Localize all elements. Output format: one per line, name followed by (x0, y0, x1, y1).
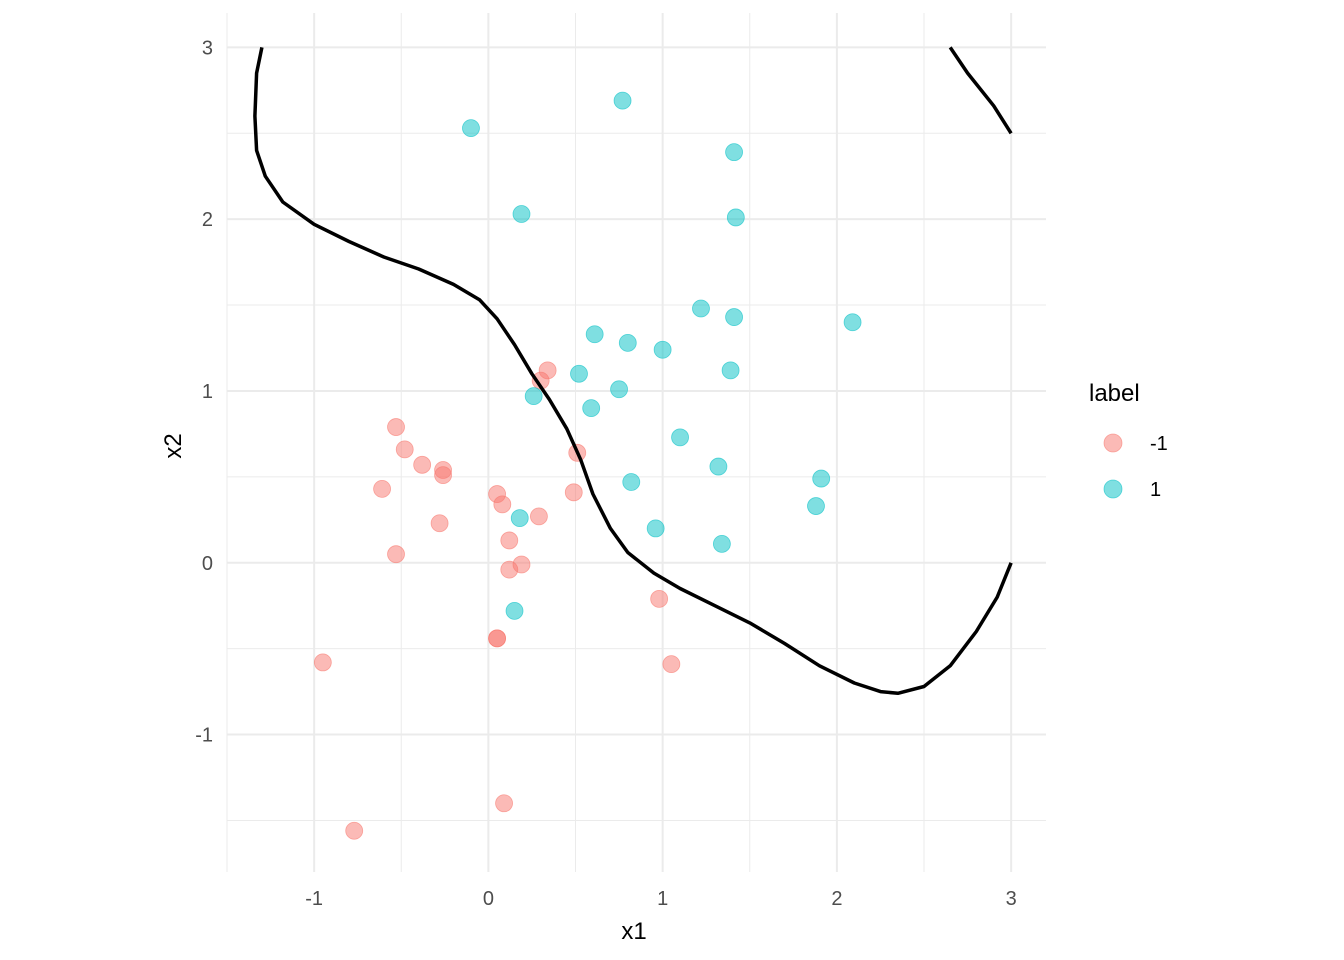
legend-label-pos1: 1 (1150, 479, 1161, 501)
data-point (313, 653, 332, 672)
data-point (434, 466, 452, 485)
data-point (387, 545, 405, 564)
data-point (462, 119, 480, 138)
x-tick-label: 0 (483, 888, 494, 910)
data-point (570, 364, 588, 383)
legend-label-neg1: -1 (1150, 433, 1168, 455)
grid-minor-lines (226, 13, 1046, 872)
data-point (709, 457, 728, 476)
data-point (505, 601, 524, 620)
decision-boundary (253, 46, 1013, 696)
data-point (812, 469, 831, 488)
data-point (807, 497, 825, 515)
y-axis-title: x2 (160, 433, 187, 458)
y-axis-tick-labels: -1 0 1 2 3 (195, 37, 213, 746)
legend: label -1 1 (1089, 380, 1168, 501)
y-tick-label: -1 (195, 725, 213, 747)
data-point (585, 325, 604, 344)
data-point (650, 589, 669, 608)
data-point (512, 205, 531, 223)
data-point (721, 361, 740, 380)
data-point (373, 479, 391, 498)
data-point (712, 534, 731, 553)
data-point (530, 507, 548, 526)
y-tick-label: 0 (202, 553, 213, 575)
data-point (430, 514, 449, 533)
data-point (564, 483, 583, 502)
data-point (500, 560, 519, 579)
data-point (692, 299, 710, 318)
data-point (493, 495, 512, 514)
data-point (387, 418, 405, 436)
grid-major-lines (227, 13, 1046, 872)
data-point (345, 821, 364, 840)
data-point (582, 399, 601, 418)
x-tick-label: 1 (657, 888, 668, 910)
data-point (613, 91, 632, 110)
y-tick-label: 2 (202, 209, 213, 231)
data-point (510, 509, 529, 527)
data-point (653, 340, 672, 359)
x-axis-title: x1 (621, 918, 646, 945)
data-point (413, 455, 432, 474)
data-point (671, 428, 689, 447)
data-points (313, 91, 862, 840)
data-point (488, 629, 506, 648)
decision-boundary-line (948, 46, 1013, 135)
x-axis-tick-labels: -1 0 1 2 3 (305, 888, 1016, 910)
data-point (524, 387, 543, 406)
data-point (618, 333, 637, 352)
data-point (495, 794, 513, 813)
legend-title: label (1089, 380, 1140, 407)
data-point (395, 440, 414, 459)
data-point (610, 380, 628, 399)
data-point (725, 308, 743, 326)
y-tick-label: 1 (202, 381, 213, 403)
data-point (662, 655, 681, 674)
x-tick-label: -1 (305, 888, 323, 910)
data-point (843, 313, 862, 332)
data-point (622, 473, 641, 491)
data-point (726, 208, 745, 227)
data-point (500, 531, 519, 550)
legend-key-neg1 (1103, 433, 1123, 453)
decision-boundary-line (253, 47, 1013, 696)
legend-key-pos1 (1103, 479, 1123, 499)
x-tick-label: 2 (831, 888, 842, 910)
data-point (646, 519, 665, 538)
data-point (725, 143, 743, 162)
y-tick-label: 3 (202, 37, 213, 59)
x-tick-label: 3 (1006, 888, 1017, 910)
